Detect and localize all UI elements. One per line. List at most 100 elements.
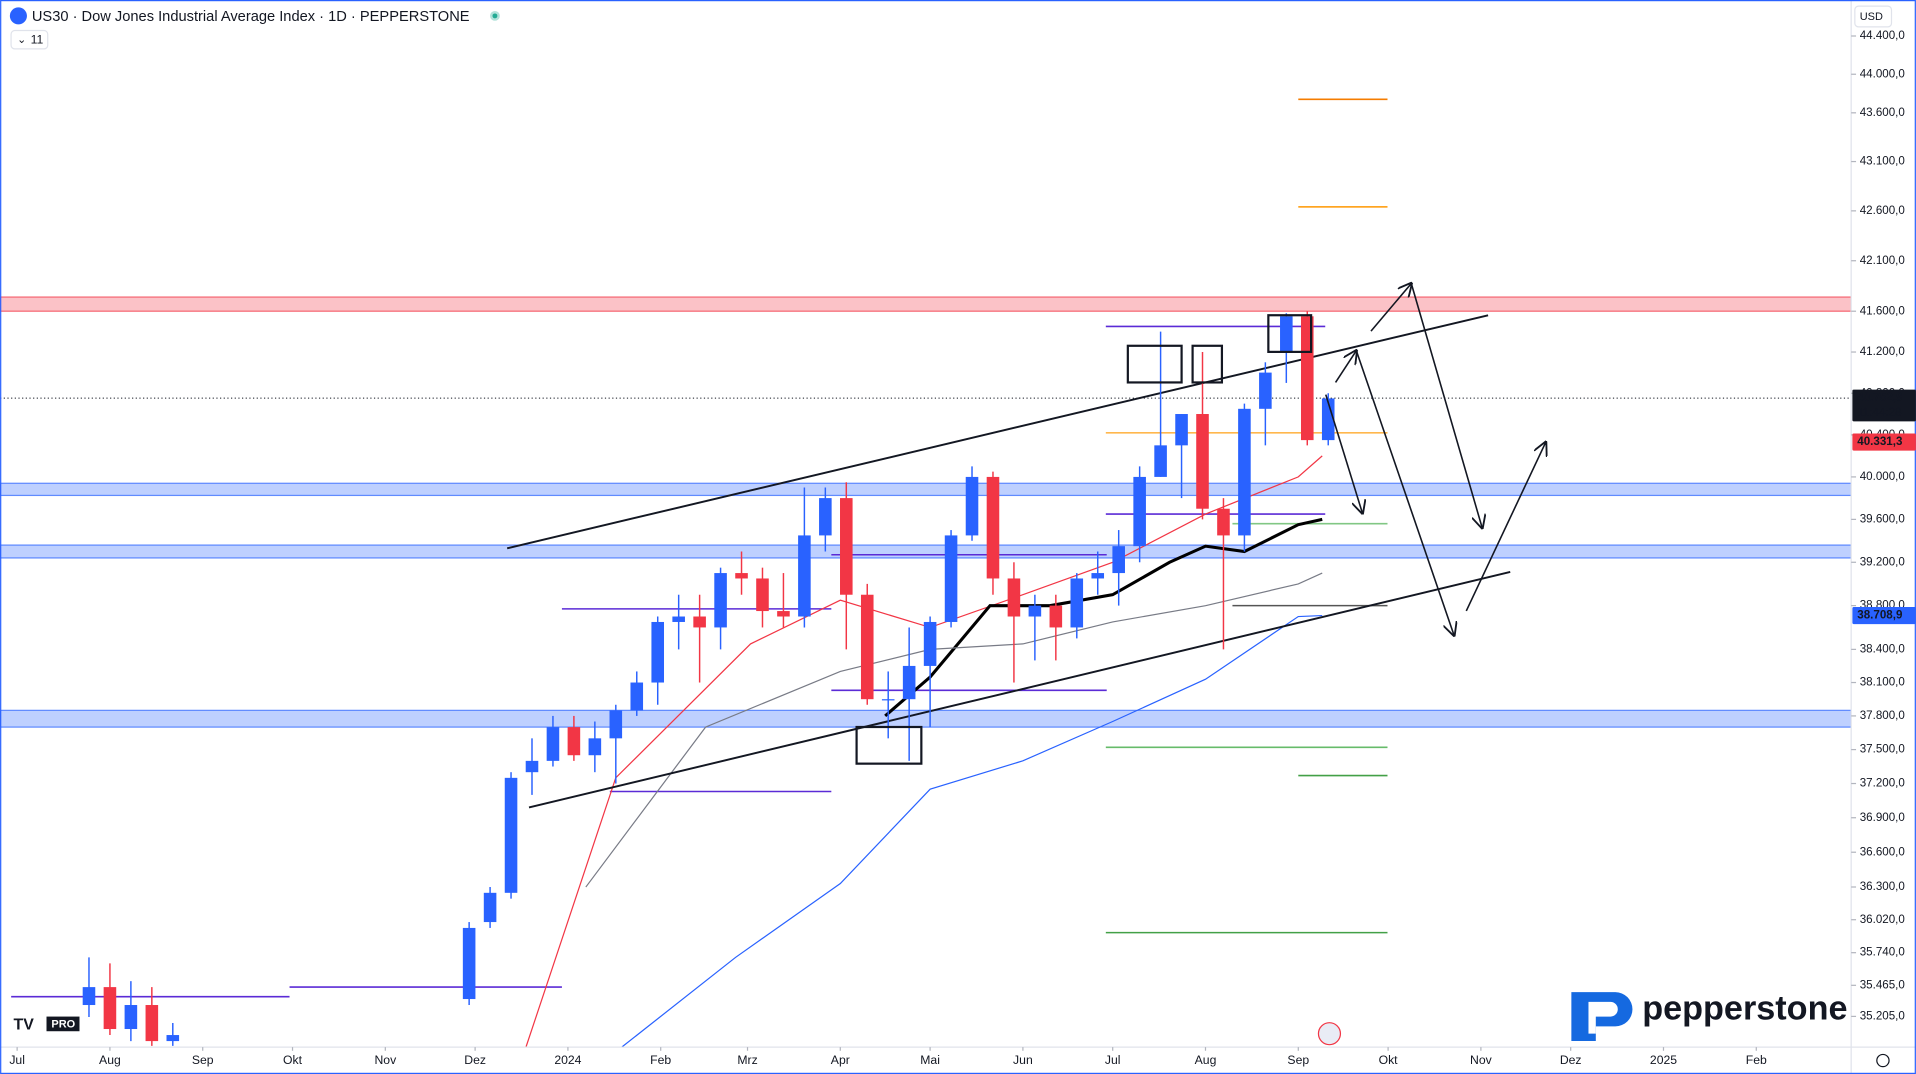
x-tick-label: 2025 [1650,1053,1677,1067]
y-tick-label: 38.100,0 [1860,676,1905,689]
y-tick-label: 41.200,0 [1860,345,1905,358]
candle-body [860,594,874,700]
candle-body [1028,605,1042,617]
price-label: 40.331,3 [1857,435,1903,448]
arrow [1325,394,1363,514]
moving-average [525,455,1323,1048]
candle-body [923,621,937,666]
x-tick-label: Nov [1470,1053,1493,1067]
moving-average [621,614,1323,1048]
candle-body [944,535,958,622]
candle-body [124,1005,138,1030]
y-tick-label: 42.100,0 [1860,254,1905,267]
pattern-box [1267,314,1313,353]
y-tick-label: 44.400,0 [1860,29,1905,42]
zone [0,296,1852,312]
candle-body [103,987,117,1030]
x-tick-label: 2024 [554,1053,581,1067]
candle-body [567,727,581,756]
price-label: 40.752,9 [1857,391,1903,404]
x-tick-label: Feb [650,1053,671,1067]
y-tick-label: 38.400,0 [1860,642,1905,655]
candle-body [651,621,665,683]
candle-body [1259,372,1272,409]
y-tick-label: 37.200,0 [1860,777,1905,790]
candle-body [902,665,916,700]
logos: TV PRO pepperstone [12,989,1890,1068]
x-tick-label: Aug [1195,1053,1217,1067]
y-tick-label: 39.600,0 [1860,512,1905,525]
y-tick-label: 39.200,0 [1860,555,1905,568]
currency[interactable]: USD [1860,11,1883,23]
trendline [506,314,1489,550]
candle-body [546,727,560,761]
y-tick-label: 42.600,0 [1860,204,1905,217]
candle-body [1175,414,1188,446]
settings-icon[interactable] [1876,1053,1890,1068]
indicator-count[interactable]: 11 [31,33,44,47]
candle-body [588,738,602,756]
y-tick-label: 37.800,0 [1860,709,1905,722]
zone [0,544,1852,559]
x-tick-label: Dez [464,1053,486,1067]
pro-badge [46,1016,80,1032]
event-flag[interactable] [1317,1022,1342,1046]
x-tick-label: Jun [1013,1053,1033,1067]
candle-body [986,476,1000,579]
candle-body [1112,546,1125,574]
pro-text: PRO [51,1018,75,1030]
y-tick-label: 43.100,0 [1860,155,1905,168]
y-tick-label: 36.020,0 [1860,913,1905,926]
arrow [1465,442,1545,612]
candle-body [1238,408,1251,536]
arrow [1334,351,1357,383]
candle-body [1321,398,1335,441]
candle-body [630,682,644,711]
candle-body [504,777,518,893]
y-tick-label: 36.300,0 [1860,880,1905,893]
candle-body [525,760,539,773]
candle-body [145,1005,159,1042]
candle-body [798,535,811,617]
chart-title: US30 · Dow Jones Industrial Average Inde… [32,9,470,25]
price-label-box [1852,606,1916,625]
indicator-toggle[interactable] [10,29,49,50]
brand-icon-p [1588,1001,1618,1034]
candle-body [483,892,497,923]
candle-body [609,710,623,739]
x-tick-label: Nov [374,1053,397,1067]
y-tick-label: 41.600,0 [1860,304,1905,317]
x-tick-label: Apr [831,1053,850,1067]
candle-body [1154,445,1167,477]
brand-name: pepperstone [1642,989,1847,1027]
countdown: 11:44:28 [1857,406,1901,419]
y-tick-label: 36.900,0 [1860,811,1905,824]
candle-body [819,498,832,536]
y-tick-label: 35.205,0 [1860,1009,1905,1022]
y-tick-label: 37.500,0 [1860,743,1905,756]
x-tick-label: Okt [1379,1053,1399,1067]
candle-body [881,699,895,701]
arrow [1355,350,1454,636]
currency-button[interactable] [1854,5,1893,28]
plot-area [0,98,1852,1048]
x-tick-label: Mai [920,1053,940,1067]
x-tick-label: Dez [1560,1053,1582,1067]
candle-body [1217,508,1230,536]
candle-body [1007,578,1021,617]
x-tick-label: Aug [99,1053,121,1067]
price-label: 38.708,9 [1857,609,1903,622]
drawings [855,283,1546,765]
candle-body [166,1035,180,1042]
x-tick-label: Jul [9,1053,25,1067]
x-tick-label: Mrz [737,1053,757,1067]
candle-body [756,578,769,612]
candle-body [1280,316,1293,353]
y-tick-label: 35.465,0 [1860,978,1905,991]
x-tick-label: Sep [1287,1053,1309,1067]
moving-average [585,572,1323,888]
candle-body [735,573,748,579]
